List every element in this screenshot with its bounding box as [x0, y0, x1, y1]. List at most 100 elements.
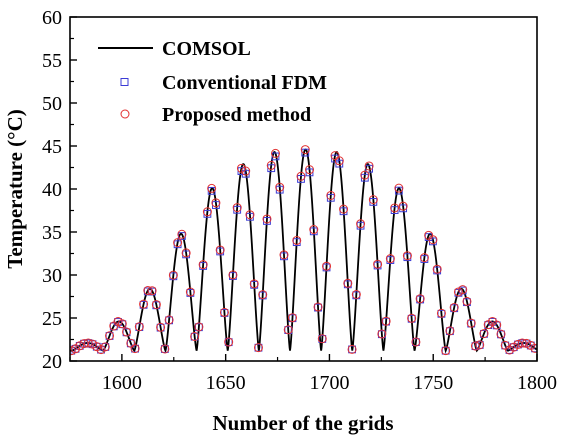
proposed-point	[194, 322, 204, 332]
proposed-point	[441, 346, 451, 356]
proposed-point	[445, 326, 455, 336]
proposed-point	[211, 198, 221, 208]
proposed-point	[496, 329, 506, 339]
proposed-point	[364, 161, 374, 171]
proposed-point	[407, 313, 417, 323]
proposed-point	[283, 325, 293, 335]
proposed-point	[432, 264, 442, 274]
proposed-point	[475, 340, 485, 350]
proposed-point	[292, 235, 302, 245]
plot-area	[70, 145, 537, 356]
proposed-point	[122, 327, 132, 337]
fdm-point	[348, 345, 356, 354]
proposed-point	[326, 190, 336, 200]
fdm-point	[254, 343, 263, 352]
proposed-point	[83, 338, 93, 348]
proposed-point	[377, 329, 387, 339]
proposed-point	[356, 219, 366, 229]
proposed-point	[258, 290, 268, 300]
proposed-point	[462, 296, 472, 306]
proposed-point	[270, 148, 280, 158]
proposed-point	[360, 170, 370, 180]
proposed-point	[105, 331, 115, 341]
y-tick-label: 35	[42, 222, 62, 244]
proposed-point	[249, 279, 259, 289]
proposed-point	[305, 165, 315, 175]
x-tick-label: 1750	[413, 372, 453, 394]
proposed-point	[296, 171, 306, 181]
proposed-point	[79, 339, 89, 349]
proposed-point	[368, 195, 378, 205]
proposed-point	[279, 250, 289, 260]
proposed-point	[453, 287, 463, 297]
fdm-point	[160, 345, 169, 353]
proposed-point	[411, 337, 421, 347]
x-tick-label: 1650	[206, 372, 246, 394]
fdm-point	[471, 342, 480, 351]
proposed-point	[70, 346, 76, 356]
proposed-point	[173, 238, 183, 248]
proposed-point	[232, 203, 242, 213]
proposed-point	[130, 344, 140, 354]
proposed-point	[394, 183, 404, 193]
proposed-point	[309, 225, 319, 235]
proposed-point	[160, 344, 170, 354]
series-proposed-method	[70, 145, 537, 356]
proposed-point	[522, 338, 532, 348]
proposed-point	[185, 287, 195, 297]
proposed-point	[334, 156, 344, 166]
proposed-point	[151, 300, 161, 310]
x-axis: 1600 1650 1700 1750 1800	[69, 354, 557, 394]
proposed-point	[398, 201, 408, 211]
proposed-point	[224, 337, 234, 347]
proposed-point	[177, 229, 187, 239]
proposed-point	[300, 145, 310, 155]
proposed-point	[381, 316, 391, 326]
proposed-point	[402, 251, 412, 261]
proposed-point	[275, 182, 285, 192]
proposed-point	[317, 334, 327, 344]
proposed-point	[228, 270, 238, 280]
fdm-point	[70, 346, 76, 355]
proposed-point	[168, 270, 178, 280]
legend-label-conventional-fdm: Conventional FDM	[162, 72, 327, 94]
y-axis: 20 25 30 35 40 45 50 55 60	[42, 7, 77, 373]
y-tick-label: 45	[42, 136, 62, 158]
proposed-point	[449, 303, 459, 313]
proposed-point	[245, 210, 255, 220]
proposed-point	[181, 248, 191, 258]
legend-label-comsol: COMSOL	[162, 38, 251, 60]
proposed-point	[513, 339, 523, 349]
x-tick-label: 1800	[517, 372, 557, 394]
proposed-point	[517, 338, 527, 348]
proposed-point	[143, 286, 153, 296]
x-tick-label: 1700	[309, 372, 349, 394]
proposed-point	[147, 286, 157, 296]
proposed-point	[466, 318, 476, 328]
proposed-point	[215, 245, 225, 255]
y-tick-label: 30	[42, 265, 62, 287]
proposed-point	[419, 253, 429, 263]
proposed-point	[530, 343, 537, 353]
proposed-point	[266, 160, 276, 170]
x-tick-label: 1600	[102, 372, 142, 394]
proposed-point	[75, 341, 85, 351]
y-tick-label: 60	[42, 7, 62, 29]
proposed-point	[479, 329, 489, 339]
x-axis-title: Number of the grids	[212, 411, 393, 435]
proposed-point	[343, 278, 353, 288]
y-tick-label: 25	[42, 308, 62, 330]
y-axis-title: Temperature (°C)	[3, 109, 27, 268]
fdm-point	[301, 148, 310, 157]
proposed-point	[351, 290, 361, 299]
proposed-point	[100, 342, 110, 352]
proposed-point	[385, 254, 395, 264]
fdm-point	[131, 344, 139, 353]
proposed-point	[134, 322, 144, 332]
proposed-point	[262, 214, 272, 224]
proposed-point	[347, 344, 357, 354]
proposed-point	[288, 313, 297, 323]
proposed-point	[253, 343, 263, 353]
proposed-point	[428, 235, 438, 245]
legend-swatch-conventional-fdm	[120, 78, 129, 86]
